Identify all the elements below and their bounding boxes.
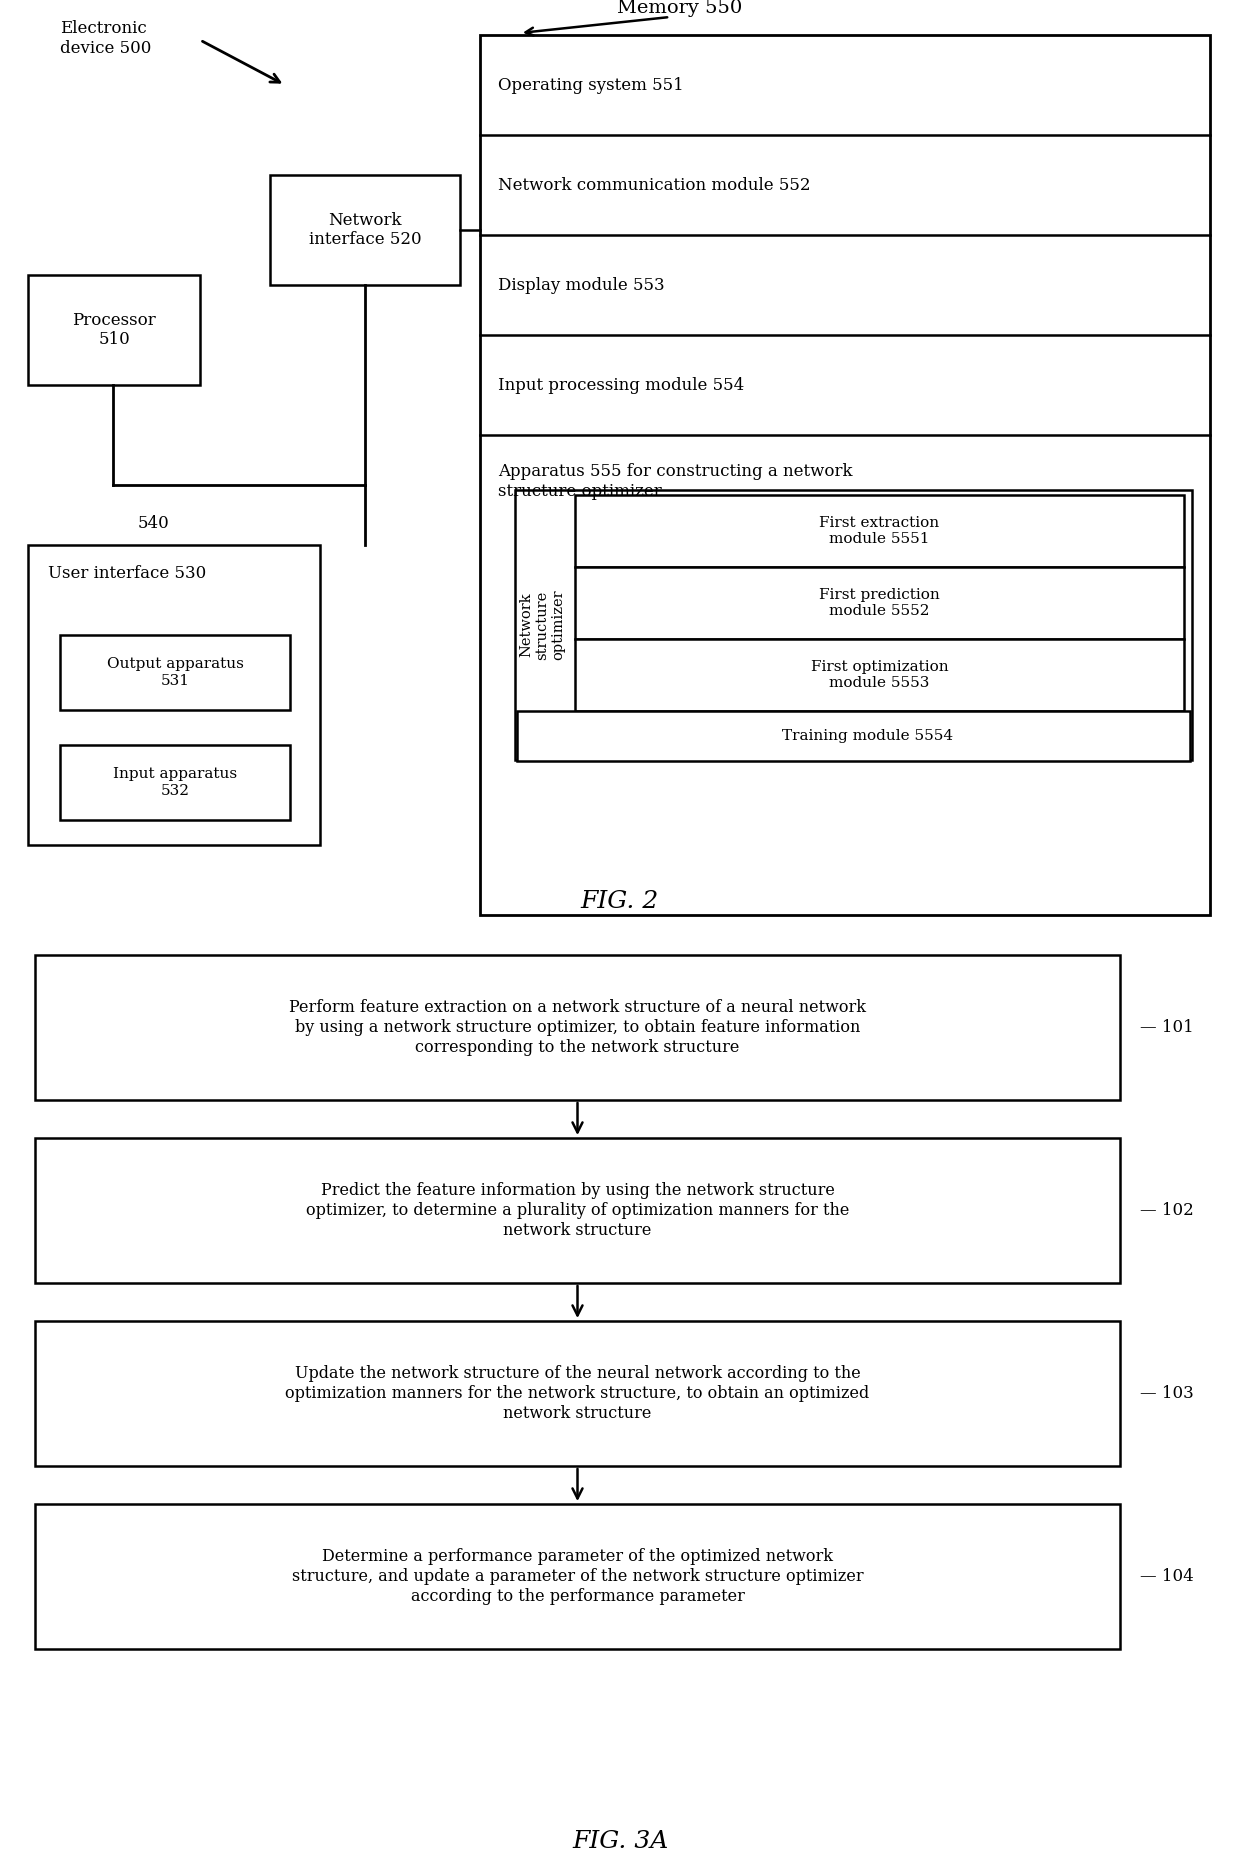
Bar: [517, 711, 1190, 761]
Text: — 103: — 103: [1140, 1386, 1194, 1402]
Text: Training module 5554: Training module 5554: [781, 729, 952, 742]
Text: Output apparatus
531: Output apparatus 531: [107, 658, 243, 688]
Bar: [270, 174, 460, 285]
Text: Memory 550: Memory 550: [618, 0, 743, 17]
Text: Network communication module 552: Network communication module 552: [498, 176, 811, 193]
Bar: [29, 546, 320, 846]
Bar: [35, 1138, 1120, 1283]
Text: Electronic
device 500: Electronic device 500: [60, 21, 151, 56]
Bar: [35, 1322, 1120, 1466]
Text: First optimization
module 5553: First optimization module 5553: [811, 660, 949, 690]
Text: Operating system 551: Operating system 551: [498, 77, 683, 94]
Text: — 102: — 102: [1140, 1202, 1194, 1219]
Bar: [60, 636, 290, 711]
Text: Display module 553: Display module 553: [498, 276, 665, 294]
Bar: [575, 495, 1184, 566]
Bar: [35, 1504, 1120, 1648]
Text: — 101: — 101: [1140, 1018, 1194, 1037]
Text: Input apparatus
532: Input apparatus 532: [113, 767, 237, 797]
Text: Perform feature extraction on a network structure of a neural network
by using a: Perform feature extraction on a network …: [289, 999, 866, 1056]
Text: FIG. 2: FIG. 2: [580, 891, 660, 913]
Text: Predict the feature information by using the network structure
optimizer, to det: Predict the feature information by using…: [306, 1183, 849, 1239]
Bar: [575, 639, 1184, 711]
Text: Apparatus 555 for constructing a network
structure optimizer: Apparatus 555 for constructing a network…: [498, 463, 853, 499]
Text: First extraction
module 5551: First extraction module 5551: [820, 516, 940, 546]
Bar: [575, 566, 1184, 639]
Text: FIG. 3A: FIG. 3A: [572, 1830, 668, 1852]
Text: Network
structure
optimizer: Network structure optimizer: [520, 589, 565, 660]
Text: User interface 530: User interface 530: [48, 564, 206, 581]
Text: Processor
510: Processor 510: [72, 311, 156, 349]
Bar: [515, 489, 1192, 759]
Text: Update the network structure of the neural network according to the
optimization: Update the network structure of the neur…: [285, 1365, 869, 1421]
Bar: [480, 36, 1210, 915]
Text: Network
interface 520: Network interface 520: [309, 212, 422, 248]
Bar: [60, 744, 290, 819]
Bar: [29, 276, 200, 384]
Text: Input processing module 554: Input processing module 554: [498, 377, 744, 394]
Text: — 104: — 104: [1140, 1568, 1194, 1584]
Bar: [35, 954, 1120, 1101]
Text: Determine a performance parameter of the optimized network
structure, and update: Determine a performance parameter of the…: [291, 1549, 863, 1605]
Text: 540: 540: [138, 516, 170, 532]
Text: First prediction
module 5552: First prediction module 5552: [820, 589, 940, 619]
